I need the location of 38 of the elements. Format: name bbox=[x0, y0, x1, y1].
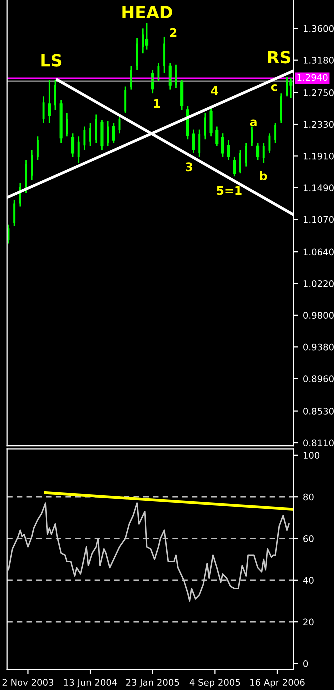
y-tick-label: 0.8960 bbox=[304, 376, 334, 382]
annotation: 5=1 bbox=[217, 186, 242, 196]
y-tick-label: 1.3180 bbox=[304, 57, 334, 64]
y-tick-label: 40 bbox=[303, 577, 314, 584]
x-tick-label: 4 Sep 2005 bbox=[190, 679, 240, 688]
annotation: HEAD bbox=[122, 6, 172, 18]
ref-line-label: 1.2940 bbox=[298, 74, 328, 82]
y-tick-label: 100 bbox=[304, 452, 320, 459]
y-tick-label: 1.2750 bbox=[304, 90, 334, 96]
line-series bbox=[8, 502, 290, 602]
y-tick-label: 0.9800 bbox=[304, 312, 334, 320]
y-tick-label: 0.9380 bbox=[304, 344, 334, 351]
y-tick-label: 1.1070 bbox=[304, 216, 334, 224]
y-tick-label: 0.8530 bbox=[304, 408, 334, 415]
annotation: a bbox=[250, 120, 257, 127]
annotation: c bbox=[271, 84, 278, 92]
y-tick-label: 0 bbox=[304, 660, 308, 668]
y-tick-label: 80 bbox=[304, 494, 314, 501]
x-tick-label: 16 Apr 2006 bbox=[250, 679, 305, 688]
x-tick-label: 23 Jan 2005 bbox=[126, 679, 180, 688]
annotation: LS bbox=[42, 54, 62, 67]
y-tick-label: 1.0220 bbox=[304, 280, 334, 288]
x-tick-label: 13 Jun 2004 bbox=[64, 679, 118, 688]
x-tick-label: 2 Nov 2003 bbox=[2, 679, 54, 686]
annotation: 3 bbox=[186, 162, 192, 172]
y-tick-label: 1.1910 bbox=[304, 152, 334, 160]
y-tick-label: 1.2330 bbox=[304, 121, 334, 128]
y-tick-label: 60 bbox=[304, 535, 314, 542]
y-tick-label: 1.3600 bbox=[304, 25, 334, 32]
annotation: RS bbox=[268, 51, 291, 64]
annotation: 2 bbox=[170, 28, 177, 38]
annotation: 1 bbox=[154, 99, 160, 108]
y-tick-label: 20 bbox=[304, 618, 314, 626]
y-tick-label: 0.8110 bbox=[304, 440, 334, 447]
y-tick-label: 1.0640 bbox=[304, 248, 334, 256]
y-tick-label: 1.1490 bbox=[304, 184, 334, 192]
annotation: b bbox=[260, 171, 268, 180]
annotation: 4 bbox=[211, 86, 218, 96]
